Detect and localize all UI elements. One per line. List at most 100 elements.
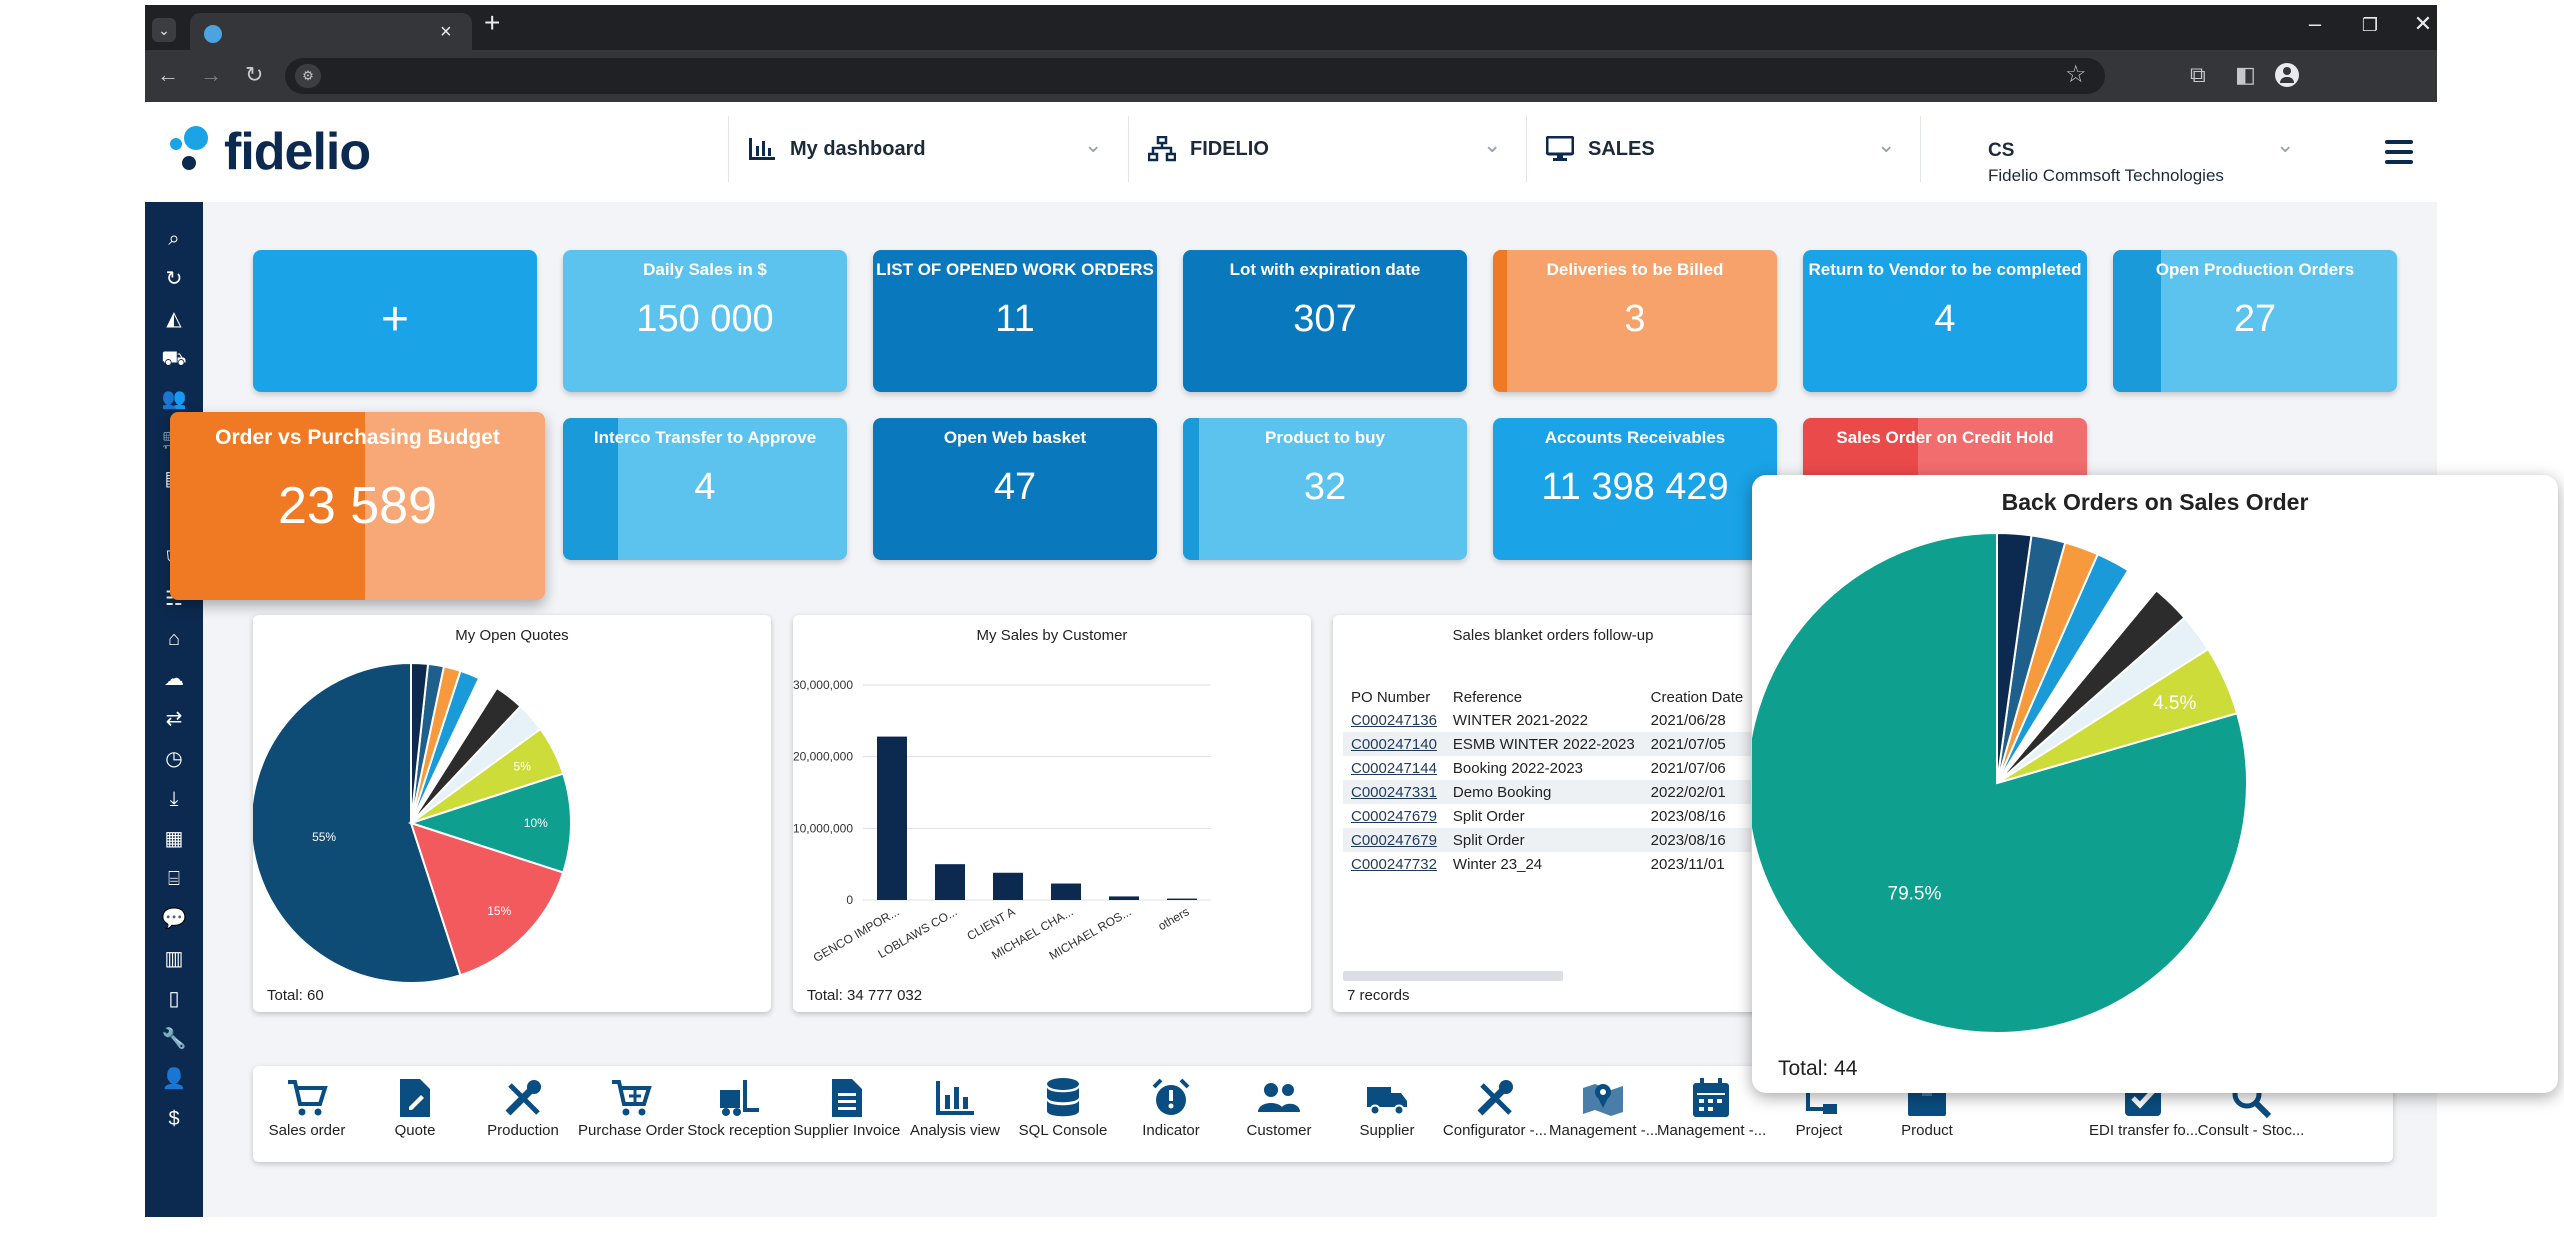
shortcut-stock-reception[interactable]: Stock reception bbox=[685, 1074, 793, 1139]
grid-icon[interactable]: ▦ bbox=[164, 828, 184, 850]
shortcut-analysis-view[interactable]: Analysis view bbox=[901, 1074, 1009, 1139]
bar[interactable] bbox=[993, 872, 1023, 900]
shortcut-sql-console[interactable]: SQL Console bbox=[1009, 1074, 1117, 1139]
user-settings-icon[interactable]: 👤 bbox=[161, 1068, 187, 1090]
pie-slice[interactable] bbox=[1996, 531, 2033, 784]
bar[interactable] bbox=[935, 864, 965, 900]
shortcut-quote[interactable]: Quote bbox=[361, 1074, 469, 1139]
po-number-link[interactable]: C000247732 bbox=[1351, 855, 1437, 873]
close-window-button[interactable]: ✕ bbox=[2413, 11, 2433, 36]
hamburger-menu-icon[interactable] bbox=[2385, 140, 2413, 164]
browser-tab[interactable]: × bbox=[190, 13, 472, 55]
search-icon[interactable]: ⌕ bbox=[168, 228, 180, 250]
table-row[interactable]: C000247331 Demo Booking 2022/02/01 bbox=[1343, 780, 1752, 804]
pie-slice[interactable] bbox=[407, 772, 572, 874]
po-number-link[interactable]: C000247679 bbox=[1343, 828, 1445, 852]
close-tab-icon[interactable]: × bbox=[440, 21, 452, 43]
comment-icon[interactable]: 💬 bbox=[161, 908, 187, 930]
back-orders-pie-chart[interactable]: 79.5% 4.5% bbox=[1752, 475, 2558, 1093]
transfer-icon[interactable]: ⇄ bbox=[165, 708, 183, 730]
company-selector[interactable]: FIDELIO ⌄ bbox=[1128, 102, 1526, 200]
horizontal-scrollbar[interactable] bbox=[1343, 971, 1563, 981]
shortcut-indicator[interactable]: Indicator bbox=[1117, 1074, 1225, 1139]
truck-icon[interactable]: ⛟ bbox=[161, 348, 187, 370]
report-file-icon[interactable]: ▯ bbox=[168, 988, 180, 1010]
dashboard-selector[interactable]: My dashboard ⌄ bbox=[728, 102, 1128, 200]
shortcut-production[interactable]: Production bbox=[469, 1074, 577, 1139]
extensions-icon[interactable]: ⧉ bbox=[2190, 62, 2206, 87]
table-row[interactable]: C000247732 Winter 23_24 2023/11/01 bbox=[1343, 852, 1751, 876]
download-tray-icon[interactable]: ⤓ bbox=[169, 788, 179, 810]
pie-slice-label: 4.5% bbox=[2153, 693, 2196, 714]
kpi-tile-production-orders[interactable]: Open Production Orders 27 bbox=[2113, 250, 2397, 392]
bar[interactable] bbox=[1051, 883, 1081, 900]
table-row[interactable]: C000247136 WINTER 2021-2022 2021/06/28 bbox=[1343, 708, 1751, 732]
shortcut-supplier-invoice[interactable]: Supplier Invoice bbox=[793, 1074, 901, 1139]
entity-selector[interactable]: CS Fidelio Commsoft Technologies ⌄ bbox=[1920, 102, 2294, 200]
table-row[interactable]: C000247140 ESMB WINTER 2022-2023 2021/07/0… bbox=[1343, 732, 1752, 756]
bar[interactable] bbox=[1167, 898, 1197, 900]
column-header[interactable]: Reference bbox=[1452, 689, 1523, 706]
refresh-icon[interactable]: ↻ bbox=[165, 268, 183, 290]
add-widget-tile[interactable]: + bbox=[253, 250, 537, 392]
users-icon[interactable]: 👥 bbox=[161, 388, 187, 410]
bookmark-star-icon[interactable]: ☆ bbox=[2065, 61, 2087, 88]
wrench-icon[interactable]: 🔧 bbox=[161, 1028, 187, 1050]
profile-avatar-icon[interactable] bbox=[2275, 63, 2299, 87]
po-number-link[interactable]: C000247144 bbox=[1351, 759, 1437, 777]
back-icon[interactable]: ← bbox=[157, 62, 179, 87]
bar[interactable] bbox=[877, 736, 907, 900]
kpi-title: Open Web basket bbox=[943, 428, 1087, 447]
kpi-tile-daily-sales[interactable]: Daily Sales in $ 150 000 bbox=[563, 250, 847, 392]
site-settings-icon[interactable]: ⚙ bbox=[295, 64, 321, 88]
area-chart-icon[interactable]: ◭ bbox=[166, 308, 182, 330]
kpi-tile-product-to-buy[interactable]: Product to buy 32 bbox=[1183, 418, 1467, 560]
shortcut-purchase-order[interactable]: Purchase Order bbox=[577, 1074, 685, 1139]
table-row[interactable]: C000247679 Split Order 2023/08/16 bbox=[1343, 828, 1752, 852]
bar[interactable] bbox=[1109, 896, 1139, 900]
tab-search-button[interactable]: ⌄ bbox=[152, 18, 176, 42]
column-header[interactable]: PO Number bbox=[1351, 689, 1431, 706]
open-quotes-pie-chart[interactable]: 55% 15% 10% 5% bbox=[253, 615, 771, 1012]
restore-button[interactable]: ❐ bbox=[2361, 15, 2379, 35]
open-quotes-card: My Open Quotes 55% 15% 10% 5% Total: 60 bbox=[253, 615, 771, 1012]
shortcut-configurator[interactable]: Configurator -... bbox=[1441, 1074, 1549, 1139]
pie-slice[interactable] bbox=[410, 661, 430, 824]
shortcut-sales-order[interactable]: Sales order bbox=[253, 1074, 361, 1139]
kpi-tile-lot-expiration[interactable]: Lot with expiration date 307 bbox=[1183, 250, 1467, 392]
kpi-tile-web-basket[interactable]: Open Web basket 47 bbox=[873, 418, 1157, 560]
new-tab-button[interactable]: + bbox=[484, 7, 501, 38]
kpi-tile-accounts-receivables[interactable]: Accounts Receivables 11 398 429 bbox=[1493, 418, 1777, 560]
kpi-tile-return-vendor[interactable]: Return to Vendor to be completed 4 bbox=[1803, 250, 2087, 392]
minimize-button[interactable]: – bbox=[2308, 11, 2322, 36]
po-number-link[interactable]: C000247140 bbox=[1343, 732, 1445, 756]
kpi-tile-work-orders[interactable]: LIST OF OPENED WORK ORDERS 11 bbox=[873, 250, 1157, 392]
table-row[interactable]: C000247679 Split Order 2023/08/16 bbox=[1343, 804, 1751, 828]
chat-icon[interactable]: ☁ bbox=[164, 668, 184, 690]
shortcut-supplier[interactable]: Supplier bbox=[1333, 1074, 1441, 1139]
table-row[interactable]: C000247144 Booking 2022-2023 2021/07/06 bbox=[1343, 756, 1751, 780]
column-header[interactable]: Creation Date bbox=[1650, 689, 1744, 706]
basket-icon[interactable]: ⌂ bbox=[167, 628, 181, 650]
shortcut-management-calendar[interactable]: Management -... bbox=[1657, 1074, 1765, 1139]
po-number-link[interactable]: C000247679 bbox=[1351, 807, 1437, 825]
dollar-icon[interactable]: $ bbox=[168, 1108, 180, 1130]
kpi-tile-deliveries-billed[interactable]: Deliveries to be Billed 3 bbox=[1493, 250, 1777, 392]
pie-slice[interactable] bbox=[253, 661, 462, 984]
kpi-tile-order-vs-budget[interactable]: Order vs Purchasing Budget 23 589 bbox=[170, 412, 545, 600]
shortcut-customer[interactable]: Customer bbox=[1225, 1074, 1333, 1139]
invoice-clock-icon[interactable]: ◷ bbox=[165, 748, 183, 770]
bar-chart-icon[interactable]: ▥ bbox=[164, 948, 184, 970]
forward-icon[interactable]: → bbox=[200, 62, 222, 87]
app-logo[interactable]: fidelio bbox=[224, 123, 371, 181]
po-number-link[interactable]: C000247331 bbox=[1343, 780, 1445, 804]
module-selector[interactable]: SALES ⌄ bbox=[1526, 102, 1920, 200]
factory-icon[interactable]: ⌸ bbox=[168, 868, 180, 890]
reload-icon[interactable]: ↻ bbox=[245, 62, 264, 87]
address-bar[interactable]: ⚙ ☆ bbox=[285, 58, 2105, 94]
po-number-link[interactable]: C000247136 bbox=[1351, 711, 1437, 729]
shortcut-management-map[interactable]: Management -... bbox=[1549, 1074, 1657, 1139]
side-panel-icon[interactable]: ◧ bbox=[2235, 62, 2256, 87]
kpi-tile-interco-transfer[interactable]: Interco Transfer to Approve 4 bbox=[563, 418, 847, 560]
